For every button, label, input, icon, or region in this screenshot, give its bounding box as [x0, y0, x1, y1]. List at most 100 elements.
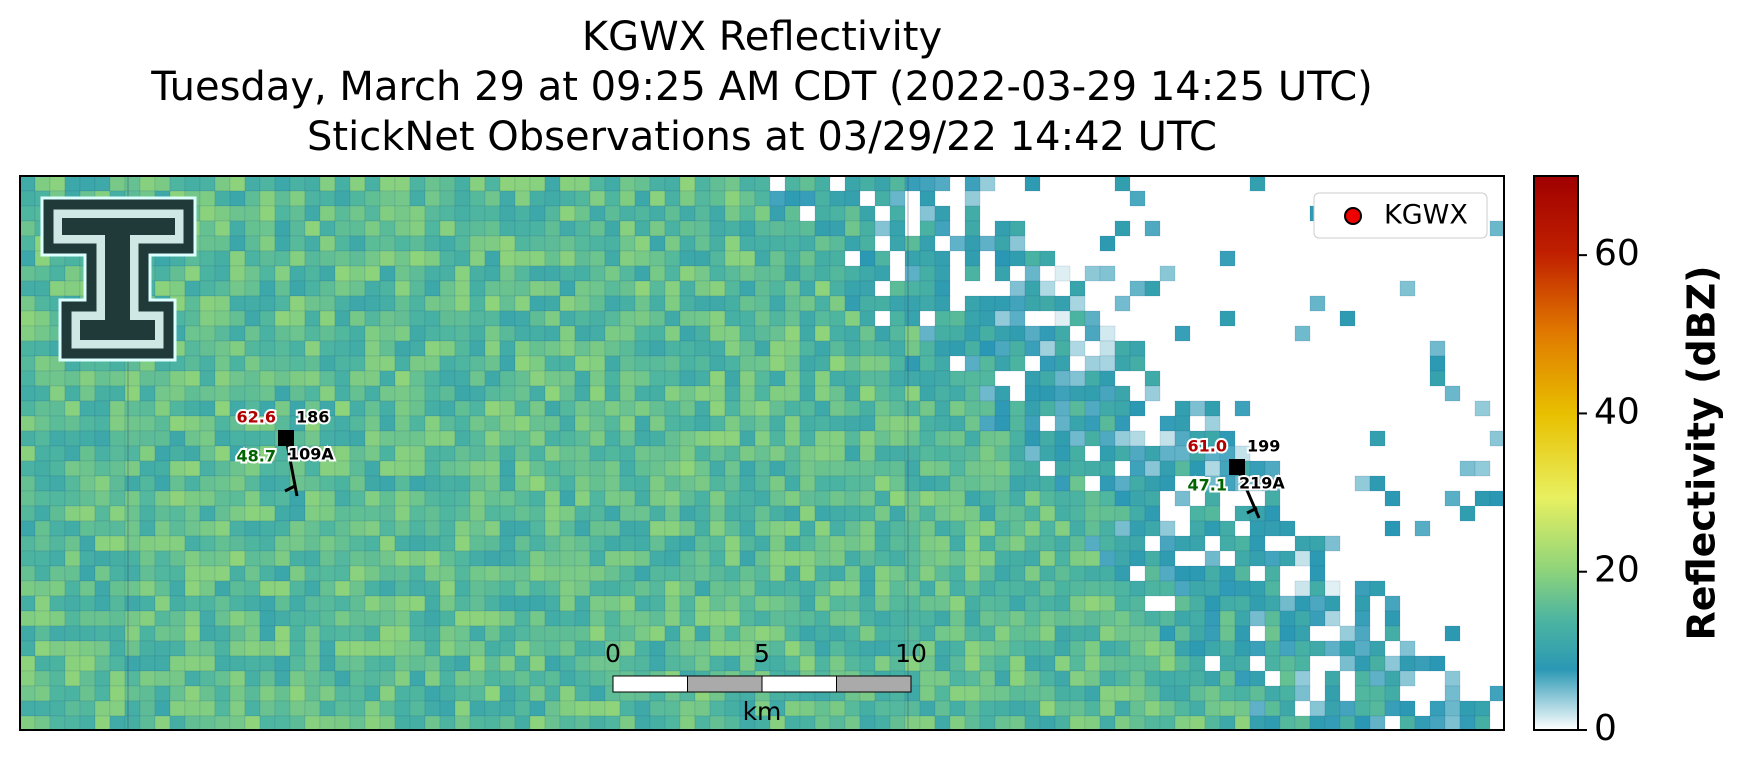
radar-cell: [259, 670, 276, 687]
radar-cell: [454, 505, 471, 522]
radar-cell: [799, 625, 816, 642]
radar-cell: [154, 370, 171, 387]
radar-cell: [229, 685, 246, 702]
radar-cell: [439, 280, 456, 297]
radar-cell: [694, 370, 711, 387]
radar-cell: [739, 235, 756, 252]
radar-cell: [1159, 565, 1176, 582]
radar-cell: [1204, 520, 1221, 537]
radar-cell: [1159, 580, 1176, 597]
radar-cell: [1084, 550, 1101, 567]
radar-cell: [679, 490, 696, 507]
radar-cell: [859, 640, 876, 657]
radar-cell: [814, 625, 831, 642]
radar-cell: [829, 700, 846, 717]
radar-cell: [904, 520, 921, 537]
radar-cell: [409, 235, 426, 252]
radar-cell: [604, 565, 621, 582]
radar-cell: [544, 430, 561, 447]
radar-cell: [394, 445, 411, 462]
radar-cell: [334, 520, 351, 537]
radar-cell: [169, 520, 186, 537]
radar-cell: [544, 355, 561, 372]
radar-cell: [139, 430, 156, 447]
radar-cell: [229, 625, 246, 642]
radar-cell: [964, 205, 981, 222]
radar-cell: [1099, 340, 1116, 357]
radar-cell: [1204, 685, 1221, 702]
radar-cell: [754, 475, 771, 492]
radar-cell: [64, 535, 81, 552]
radar-cell: [784, 445, 801, 462]
radar-cell: [139, 670, 156, 687]
radar-cell: [919, 520, 936, 537]
radar-cell: [814, 475, 831, 492]
radar-cell: [574, 460, 591, 477]
radar-cell: [64, 176, 81, 192]
radar-cell: [409, 400, 426, 417]
radar-cell: [994, 340, 1011, 357]
radar-cell: [274, 610, 291, 627]
radar-cell: [124, 715, 141, 730]
radar-cell: [799, 415, 816, 432]
radar-cell: [319, 235, 336, 252]
radar-cell: [904, 505, 921, 522]
radar-cell: [184, 715, 201, 730]
radar-cell: [949, 550, 966, 567]
radar-cell: [754, 280, 771, 297]
radar-cell: [199, 490, 216, 507]
title-line: Tuesday, March 29 at 09:25 AM CDT (2022-…: [150, 64, 1372, 110]
radar-cell: [49, 700, 66, 717]
radar-cell: [1084, 685, 1101, 702]
radar-cell: [994, 535, 1011, 552]
radar-cell: [229, 505, 246, 522]
radar-cell: [679, 715, 696, 730]
radar-cell: [634, 520, 651, 537]
radar-cell: [484, 325, 501, 342]
radar-cell: [514, 235, 531, 252]
radar-cell: [424, 565, 441, 582]
radar-cell: [124, 505, 141, 522]
radar-cell: [1249, 535, 1266, 552]
radar-cell: [109, 520, 126, 537]
radar-cell: [979, 310, 996, 327]
radar-cell: [904, 715, 921, 730]
radar-cell: [274, 235, 291, 252]
radar-cell: [529, 520, 546, 537]
radar-cell: [1309, 640, 1326, 657]
radar-cell: [364, 595, 381, 612]
radar-cell: [514, 400, 531, 417]
radar-cell: [514, 685, 531, 702]
radar-cell: [544, 475, 561, 492]
radar-cell: [409, 430, 426, 447]
radar-cell: [769, 640, 786, 657]
radar-cell: [439, 295, 456, 312]
radar-cell: [274, 370, 291, 387]
radar-cell: [244, 715, 261, 730]
radar-cell: [94, 490, 111, 507]
radar-cell: [319, 715, 336, 730]
radar-cell: [34, 295, 51, 312]
radar-cell: [1204, 640, 1221, 657]
radar-cell: [259, 190, 276, 207]
radar-cell: [814, 340, 831, 357]
radar-cell: [529, 310, 546, 327]
radar-cell: [1039, 295, 1056, 312]
radar-cell: [1039, 475, 1056, 492]
radar-cell: [1159, 550, 1176, 567]
radar-cell: [559, 445, 576, 462]
radar-cell: [994, 550, 1011, 567]
radar-cell: [544, 400, 561, 417]
radar-cell: [424, 370, 441, 387]
radar-cell: [1354, 640, 1371, 657]
radar-cell: [529, 295, 546, 312]
radar-cell: [304, 265, 321, 282]
radar-cell: [409, 460, 426, 477]
radar-cell: [679, 355, 696, 372]
radar-cell: [64, 595, 81, 612]
radar-cell: [334, 685, 351, 702]
radar-cell: [169, 445, 186, 462]
radar-cell: [574, 205, 591, 222]
radar-cell: [1234, 580, 1251, 597]
radar-cell: [784, 655, 801, 672]
